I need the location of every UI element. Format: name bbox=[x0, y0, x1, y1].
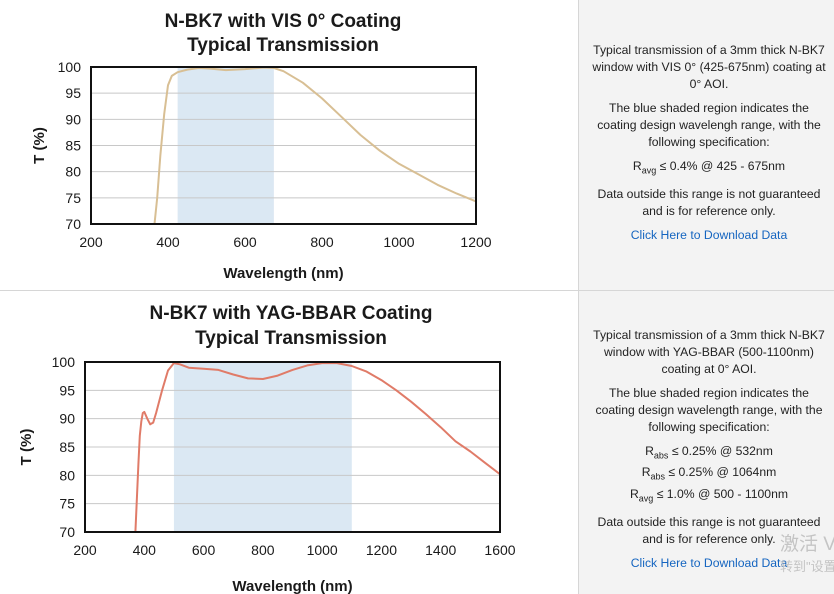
y-tick-label: 90 bbox=[65, 111, 81, 127]
x-axis-label: Wavelength (nm) bbox=[223, 265, 343, 282]
yag-spec-line: Ravg ≤ 1.0% @ 500 - 1100nm bbox=[629, 486, 788, 504]
yag-transmission-chart: N-BK7 with YAG-BBAR Coating Typical Trans… bbox=[18, 303, 516, 594]
yag-intro-text: Typical transmission of a 3mm thick N-BK… bbox=[593, 328, 825, 376]
x-tick-label: 1600 bbox=[484, 542, 515, 558]
y-axis-label: T (%) bbox=[18, 429, 35, 466]
vis-coating-row: N-BK7 with VIS 0° Coating Typical Transmi… bbox=[0, 0, 834, 291]
x-tick-label: 800 bbox=[251, 542, 275, 558]
yag-bbar-coating-row: N-BK7 with YAG-BBAR Coating Typical Trans… bbox=[0, 291, 834, 594]
x-axis-label: Wavelength (nm) bbox=[232, 578, 352, 594]
x-tick-label: 400 bbox=[133, 542, 157, 558]
x-tick-label: 600 bbox=[233, 234, 257, 250]
vis-chart-cell: N-BK7 with VIS 0° Coating Typical Transmi… bbox=[0, 0, 578, 290]
os-activation-watermark-sub: 转到"设置 bbox=[780, 559, 834, 574]
y-tick-label: 85 bbox=[59, 439, 75, 455]
yag-chart-cell: N-BK7 with YAG-BBAR Coating Typical Trans… bbox=[0, 291, 578, 594]
x-tick-label: 1400 bbox=[425, 542, 456, 558]
vis-spec-list: Ravg ≤ 0.4% @ 425 - 675nm bbox=[589, 158, 829, 179]
y-tick-label: 75 bbox=[65, 190, 81, 206]
yag-band-note: The blue shaded region indicates the coa… bbox=[595, 386, 823, 434]
x-tick-label: 200 bbox=[79, 234, 103, 250]
y-tick-label: 95 bbox=[59, 382, 75, 398]
vis-disclaimer: Data outside this range is not guarantee… bbox=[597, 187, 821, 219]
transmission-series-line bbox=[134, 362, 500, 532]
vis-transmission-chart: N-BK7 with VIS 0° Coating Typical Transmi… bbox=[31, 11, 492, 282]
chart-title: N-BK7 with VIS 0° Coating bbox=[165, 11, 402, 32]
yag-spec-line: Rabs ≤ 0.25% @ 532nm bbox=[645, 444, 773, 461]
plot-frame bbox=[90, 66, 477, 225]
yag-spec-list: Rabs ≤ 0.25% @ 532nm Rabs ≤ 0.25% @ 1064… bbox=[589, 443, 829, 507]
vis-download-data-link[interactable]: Click Here to Download Data bbox=[630, 228, 788, 243]
x-tick-label: 600 bbox=[192, 542, 216, 558]
x-tick-label: 200 bbox=[73, 542, 97, 558]
chart-title: N-BK7 with YAG-BBAR Coating bbox=[150, 303, 433, 324]
yag-download-data-link[interactable]: Click Here to Download Data bbox=[630, 556, 788, 571]
y-tick-label: 90 bbox=[59, 411, 75, 427]
x-tick-label: 800 bbox=[310, 234, 334, 250]
chart-subtitle: Typical Transmission bbox=[195, 328, 387, 349]
y-tick-label: 70 bbox=[65, 216, 81, 232]
yag-disclaimer: Data outside this range is not guarantee… bbox=[597, 515, 821, 547]
chart-subtitle: Typical Transmission bbox=[187, 35, 379, 56]
vis-description: Typical transmission of a 3mm thick N-BK… bbox=[589, 42, 829, 251]
vis-intro-text: Typical transmission of a 3mm thick N-BK… bbox=[592, 43, 826, 91]
y-tick-label: 75 bbox=[59, 496, 75, 512]
y-tick-label: 100 bbox=[52, 354, 76, 370]
x-tick-label: 1200 bbox=[366, 542, 397, 558]
yag-description: Typical transmission of a 3mm thick N-BK… bbox=[589, 327, 829, 579]
os-activation-watermark: 激活 V bbox=[780, 534, 834, 555]
plot-frame bbox=[84, 361, 501, 533]
y-axis-label: T (%) bbox=[31, 127, 48, 164]
x-tick-label: 1200 bbox=[460, 234, 491, 250]
x-tick-label: 1000 bbox=[383, 234, 414, 250]
y-tick-label: 85 bbox=[65, 138, 81, 154]
y-tick-label: 95 bbox=[65, 85, 81, 101]
vis-spec-line: Ravg ≤ 0.4% @ 425 - 675nm bbox=[632, 159, 786, 176]
x-tick-label: 1000 bbox=[307, 542, 338, 558]
vis-description-cell: Typical transmission of a 3mm thick N-BK… bbox=[578, 0, 834, 290]
y-tick-label: 100 bbox=[58, 59, 82, 75]
y-tick-label: 80 bbox=[59, 467, 75, 483]
yag-description-cell: Typical transmission of a 3mm thick N-BK… bbox=[578, 291, 834, 594]
yag-spec-line: Rabs ≤ 0.25% @ 1064nm bbox=[641, 465, 777, 482]
x-tick-label: 400 bbox=[156, 234, 180, 250]
y-tick-label: 80 bbox=[65, 164, 81, 180]
vis-band-note: The blue shaded region indicates the coa… bbox=[597, 101, 821, 149]
y-tick-label: 70 bbox=[59, 524, 75, 540]
